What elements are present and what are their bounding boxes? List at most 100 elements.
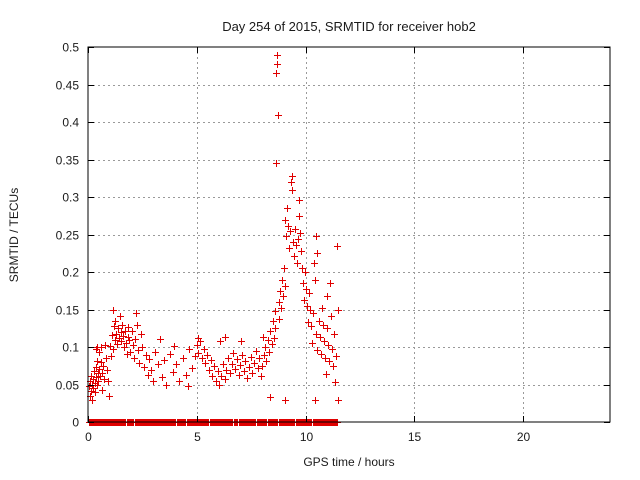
data-point-marker — [170, 369, 177, 376]
data-point-marker — [306, 290, 313, 297]
data-point-marker — [127, 349, 134, 356]
data-point-marker — [260, 334, 267, 341]
data-point-marker — [167, 351, 174, 358]
data-point-marker — [261, 352, 268, 359]
data-point-marker — [139, 344, 146, 351]
y-tick-label: 0.5 — [62, 41, 79, 55]
x-tick-label: 5 — [194, 430, 201, 444]
data-point-marker — [93, 346, 100, 353]
data-point-marker — [324, 325, 331, 332]
data-point-marker — [329, 346, 336, 353]
data-point-marker — [108, 353, 115, 360]
data-point-marker — [92, 389, 99, 396]
data-point-marker — [206, 367, 213, 374]
data-point-marker — [274, 52, 281, 59]
data-point-marker — [269, 341, 276, 348]
data-point-marker — [238, 338, 245, 345]
data-point-marker — [262, 344, 269, 351]
data-point-marker — [195, 350, 202, 357]
data-point-marker — [159, 374, 166, 381]
data-point-marker — [236, 372, 243, 379]
data-point-marker — [263, 358, 270, 365]
data-point-marker — [246, 364, 253, 371]
data-point-marker — [121, 344, 128, 351]
data-point-marker — [216, 382, 223, 389]
data-point-marker — [288, 179, 295, 186]
data-point-marker — [132, 336, 139, 343]
data-point-marker — [136, 360, 143, 367]
data-point-marker — [319, 305, 326, 312]
plot-border — [87, 46, 611, 423]
data-point-marker — [93, 374, 100, 381]
data-point-marker — [325, 342, 332, 349]
data-point-marker — [125, 324, 132, 331]
data-point-marker — [289, 187, 296, 194]
data-point-marker — [272, 325, 279, 332]
data-point-marker — [185, 383, 192, 390]
data-point-marker — [299, 265, 306, 272]
data-point-marker — [332, 379, 339, 386]
data-point-marker — [274, 61, 281, 68]
data-point-marker — [222, 376, 229, 383]
data-point-marker — [112, 318, 119, 325]
data-point-marker — [284, 205, 291, 212]
data-point-marker — [331, 331, 338, 338]
data-point-marker — [111, 323, 118, 330]
data-point-marker — [115, 325, 122, 332]
y-tick-label: 0.1 — [62, 341, 79, 355]
chart-title: Day 254 of 2015, SRMTID for receiver hob… — [222, 19, 476, 34]
data-point-marker — [303, 286, 310, 293]
data-point-marker — [317, 334, 324, 341]
data-point-marker — [152, 349, 159, 356]
data-point-marker — [229, 361, 236, 368]
data-point-marker — [105, 378, 112, 385]
data-point-marker — [324, 293, 331, 300]
data-point-marker — [286, 245, 293, 252]
y-tick-label: 0.05 — [56, 379, 80, 393]
data-point-marker — [213, 378, 220, 385]
data-point-marker — [295, 236, 302, 243]
data-point-marker — [328, 313, 335, 320]
data-point-marker — [96, 349, 103, 356]
data-point-marker — [316, 318, 323, 325]
data-point-marker — [119, 322, 126, 329]
data-point-marker — [321, 338, 328, 345]
data-point-marker — [313, 233, 320, 240]
data-point-marker — [290, 239, 297, 246]
data-point-marker — [296, 213, 303, 220]
data-point-marker — [253, 348, 260, 355]
data-point-marker — [208, 357, 215, 364]
data-point-marker — [104, 367, 111, 374]
data-point-marker — [143, 352, 150, 359]
data-point-marker — [333, 353, 340, 360]
data-point-marker — [266, 349, 273, 356]
data-point-marker — [296, 197, 303, 204]
data-point-marker — [99, 370, 106, 377]
data-point-marker — [186, 346, 193, 353]
y-tick-label: 0.4 — [62, 116, 79, 130]
data-point-marker — [271, 335, 278, 342]
y-tick-label: 0.25 — [56, 229, 80, 243]
data-point-marker — [255, 365, 262, 372]
grid-lines — [88, 47, 610, 422]
data-point-marker — [258, 373, 265, 380]
x-tick-label: 10 — [300, 430, 314, 444]
data-point-marker — [294, 260, 301, 267]
data-point-marker — [122, 328, 129, 335]
data-point-marker — [125, 334, 132, 341]
data-point-marker — [237, 362, 244, 369]
data-point-marker — [103, 355, 110, 362]
data-point-marker — [155, 361, 162, 368]
data-point-marker — [308, 323, 315, 330]
data-point-marker — [282, 217, 289, 224]
data-point-marker — [273, 160, 280, 167]
data-point-marker — [276, 316, 283, 323]
data-point-marker — [320, 322, 327, 329]
data-point-marker — [278, 305, 285, 312]
data-point-marker — [301, 297, 308, 304]
x-tick-label: 20 — [517, 430, 531, 444]
data-point-marker — [204, 352, 211, 359]
data-point-marker — [180, 355, 187, 362]
data-point-marker — [94, 358, 101, 365]
